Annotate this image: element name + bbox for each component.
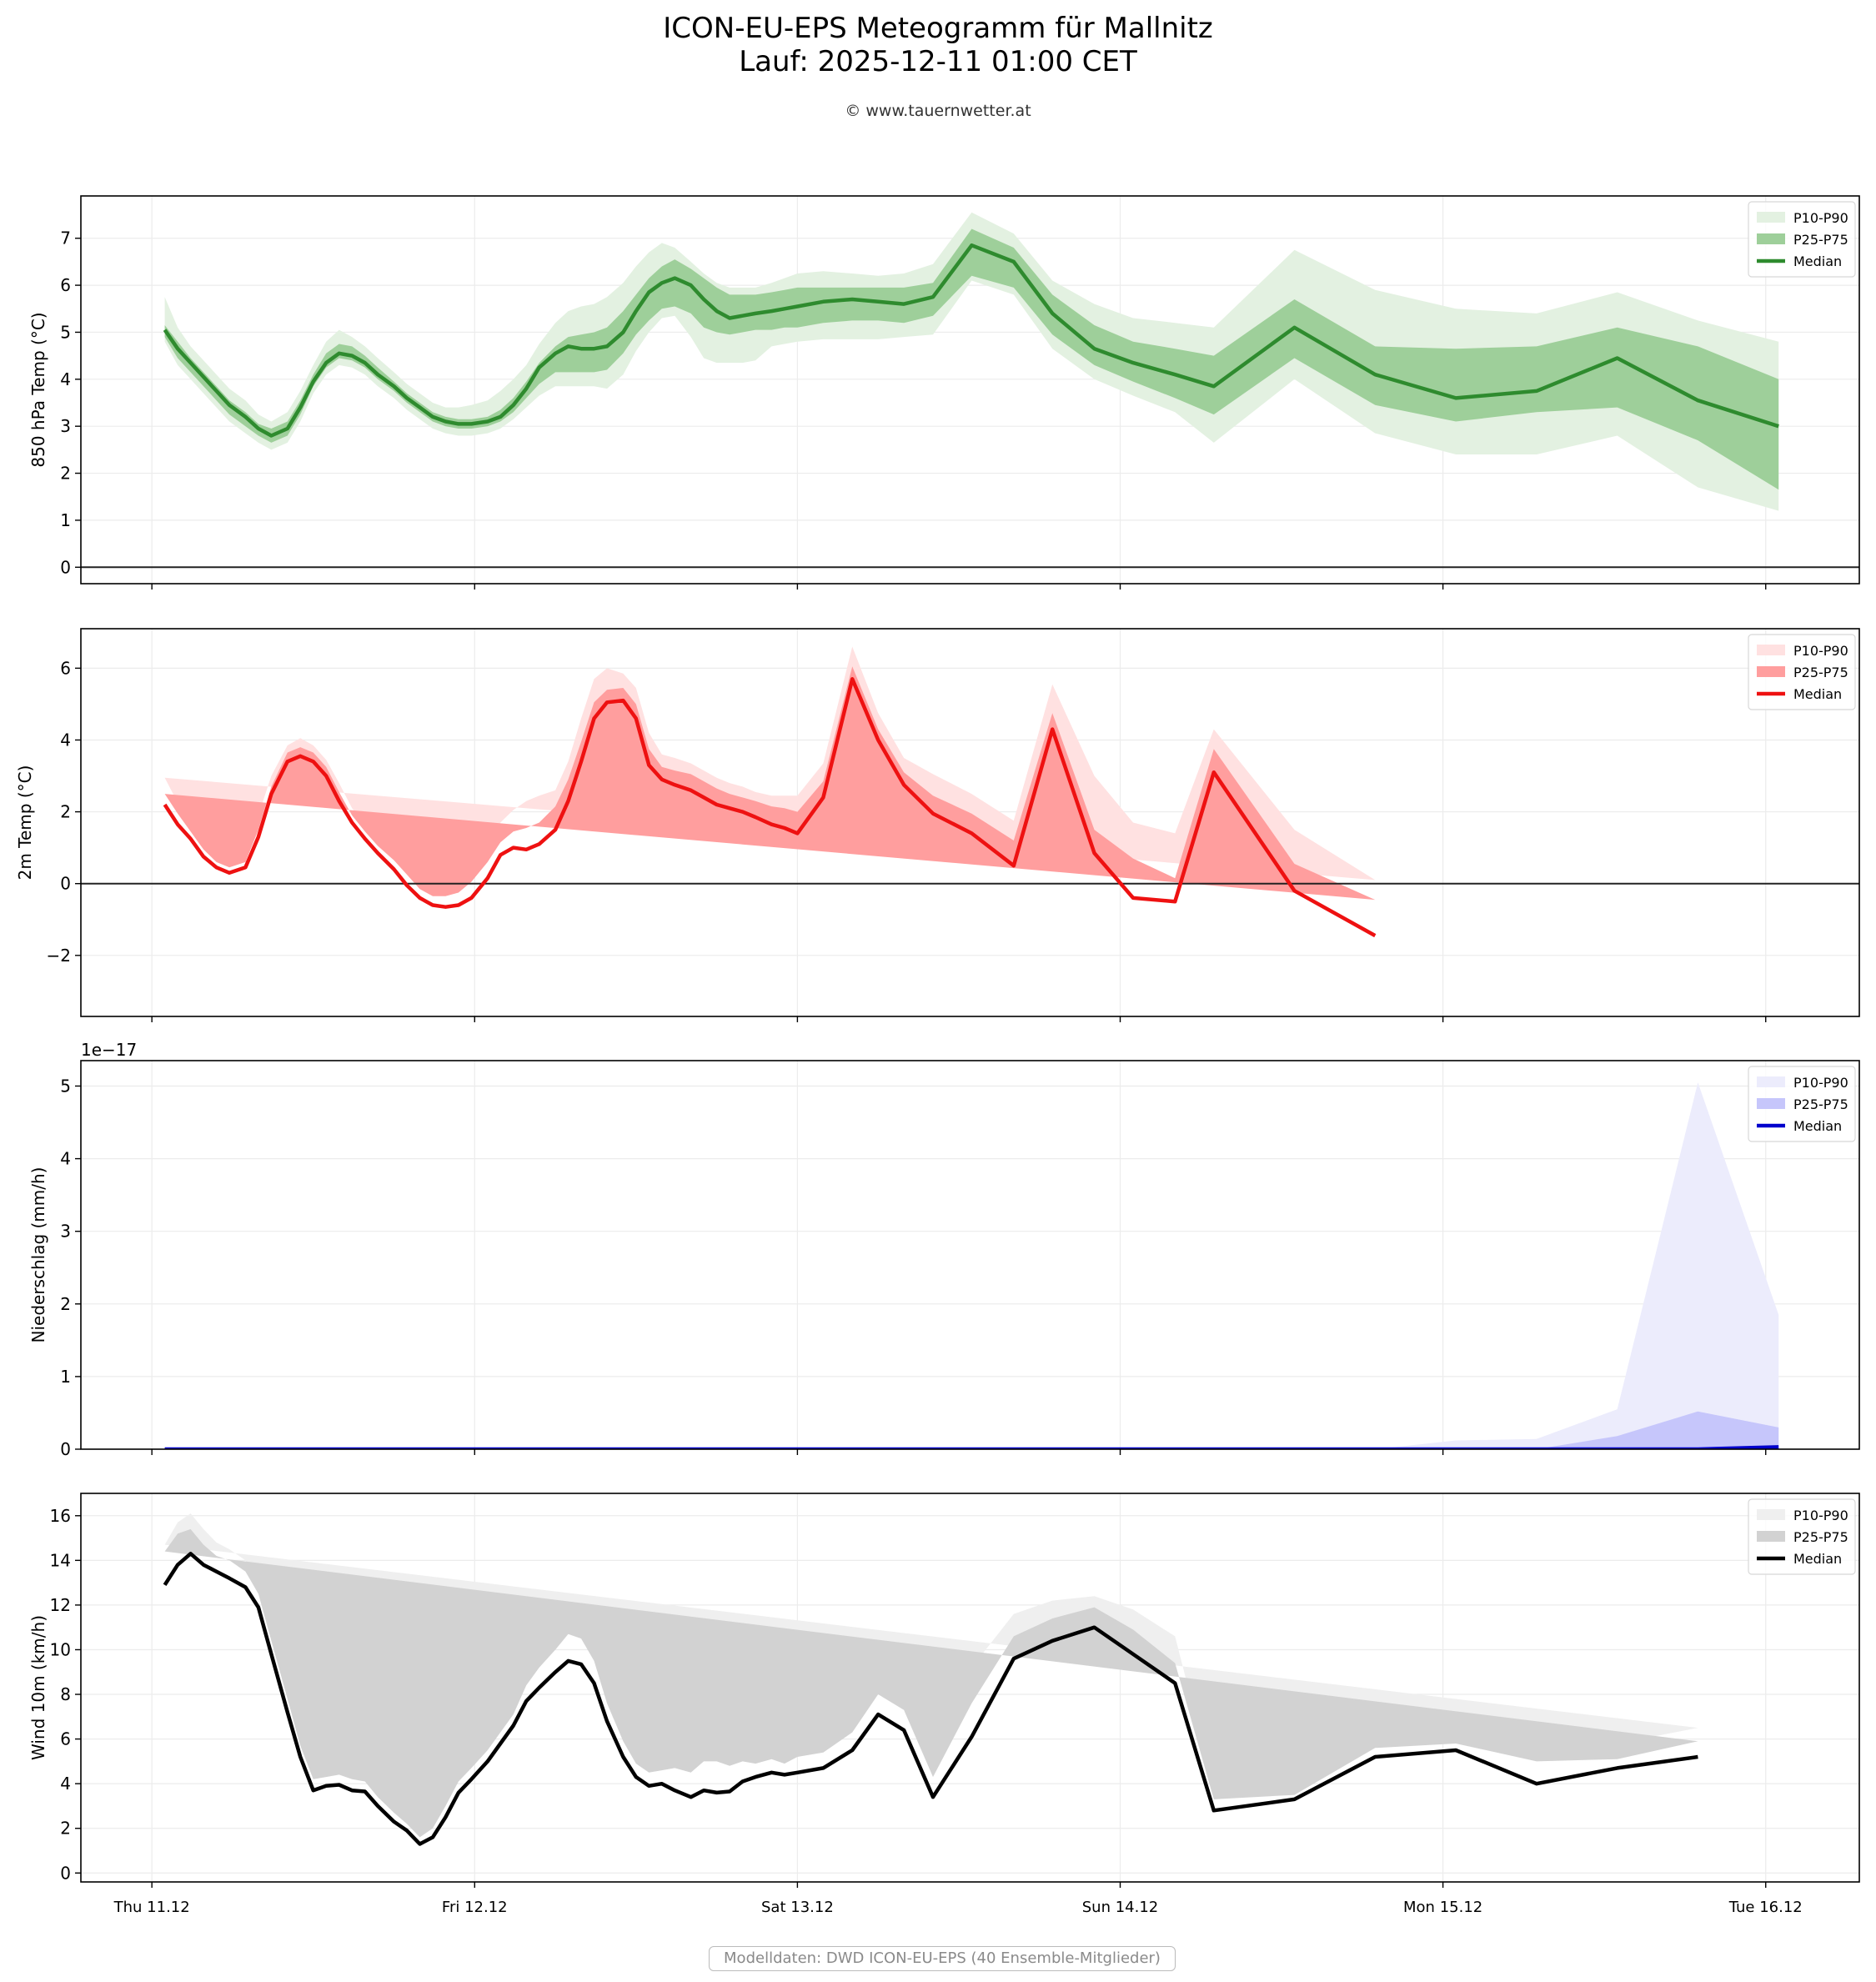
axes-frame <box>80 1493 1860 1883</box>
ytick-label: 4 <box>60 1774 71 1794</box>
legend-label: P10-P90 <box>1793 1075 1848 1091</box>
legend-label: P10-P90 <box>1793 1508 1848 1523</box>
axes-frame <box>80 628 1860 1017</box>
legend-swatch <box>1757 1531 1785 1542</box>
ytick-label: 1 <box>60 510 71 530</box>
panel-wind: 0 2 4 6 8 10 12 14 16 Wind 10m (km/h) P10-P90 P25-P… <box>28 1493 1860 1916</box>
grid-precip <box>81 1061 1859 1450</box>
median-line <box>163 1552 1698 1846</box>
xtick-label: Mon 15.12 <box>1403 1899 1482 1916</box>
ytick-label: 16 <box>50 1506 71 1526</box>
ytick-label: 0 <box>60 1863 71 1883</box>
ytick-label: 4 <box>60 369 71 389</box>
ytick-label: 6 <box>60 275 71 295</box>
legend-label: Median <box>1793 253 1842 269</box>
legend-label: Median <box>1793 686 1842 702</box>
legend-label: P25-P75 <box>1793 232 1848 248</box>
legend-precip: P10-P90 P25-P75 Median <box>1748 1066 1856 1142</box>
ytick-label: −2 <box>47 946 71 966</box>
xtick-label: Sat 13.12 <box>761 1899 834 1916</box>
ytick-label: 0 <box>60 1439 71 1459</box>
xtick-label: Thu 11.12 <box>113 1899 190 1916</box>
ytick-label: 4 <box>60 730 71 750</box>
ytick-label: 10 <box>50 1639 71 1659</box>
legend-t850: P10-P90 P25-P75 Median <box>1748 201 1856 278</box>
legend-label: P25-P75 <box>1793 665 1848 680</box>
y-axis-label: Wind 10m (km/h) <box>28 1615 48 1760</box>
series-t2m <box>81 646 1859 938</box>
legend-label: P25-P75 <box>1793 1096 1848 1112</box>
legend-swatch <box>1757 233 1785 244</box>
ytick-label: 0 <box>60 557 71 577</box>
ytick-label: 3 <box>60 1222 71 1242</box>
scale-label: 1e−17 <box>81 1040 137 1060</box>
title-line-2: Lauf: 2025-12-11 01:00 CET <box>739 45 1137 78</box>
axes-frame <box>80 1060 1860 1450</box>
band-p25-p75 <box>164 1528 1698 1838</box>
ytick-label: 6 <box>60 658 71 678</box>
ytick-label: 5 <box>60 1076 71 1096</box>
panel-t2m: −2 0 2 4 6 2m Temp (°C) P10-P90 P25-P75 Median <box>15 628 1860 1022</box>
panel-t850: 0 1 2 3 4 5 6 7 850 hPa Temp (°C) P10-P90 P25-P75 M… <box>28 195 1860 590</box>
ytick-label: 2 <box>60 1819 71 1839</box>
panel-precip: 0 1 2 3 4 5 Niederschlag (mm/h) 1e−17 P10-P90 P25… <box>28 1040 1860 1459</box>
median-line <box>163 243 1779 438</box>
copyright-text: © www.tauernwetter.at <box>845 102 1031 120</box>
legend-wind: P10-P90 P25-P75 Median <box>1748 1498 1856 1575</box>
xtick-label: Tue 16.12 <box>1728 1899 1803 1916</box>
ytick-label: 6 <box>60 1729 71 1749</box>
ytick-label: 2 <box>60 1294 71 1314</box>
band-p10-p90 <box>164 1082 1779 1449</box>
band-p25-p75 <box>164 228 1779 490</box>
legend-swatch <box>1757 645 1785 655</box>
ytick-label: 5 <box>60 322 71 342</box>
ytick-label: 3 <box>60 416 71 436</box>
ytick-label: 14 <box>50 1550 71 1570</box>
median-line <box>163 677 1377 938</box>
ytick-label: 7 <box>60 228 71 248</box>
legend-label: Median <box>1793 1118 1842 1134</box>
title-line-1: ICON-EU-EPS Meteogramm für Mallnitz <box>663 12 1213 45</box>
band-p25-p75 <box>164 1411 1779 1449</box>
y-axis-label: Niederschlag (mm/h) <box>28 1167 48 1343</box>
ytick-label: 1 <box>60 1367 71 1387</box>
xtick-label: Fri 12.12 <box>442 1899 508 1916</box>
figure-title: ICON-EU-EPS Meteogramm für Mallnitz Lauf… <box>0 12 1876 78</box>
series-precip <box>164 1082 1779 1449</box>
ytick-label: 2 <box>60 464 71 484</box>
legend-t2m: P10-P90 P25-P75 Median <box>1748 634 1856 710</box>
ytick-label: 8 <box>60 1684 71 1704</box>
axes-frame <box>80 195 1860 585</box>
legend-swatch <box>1757 1098 1785 1109</box>
ytick-label: 2 <box>60 802 71 822</box>
legend-swatch <box>1757 212 1785 223</box>
legend-label: P10-P90 <box>1793 643 1848 659</box>
legend-label: Median <box>1793 1551 1842 1567</box>
series-t850 <box>81 212 1859 569</box>
legend-label: P10-P90 <box>1793 210 1848 226</box>
legend-swatch <box>1757 1076 1785 1087</box>
legend-swatch <box>1757 666 1785 677</box>
series-wind <box>163 1513 1698 1846</box>
ytick-label: 12 <box>50 1595 71 1615</box>
ytick-label: 0 <box>60 874 71 894</box>
y-axis-label: 850 hPa Temp (°C) <box>28 312 48 467</box>
band-p25-p75 <box>164 666 1376 901</box>
model-source-footer: Modelldaten: DWD ICON-EU-EPS (40 Ensembl… <box>709 1946 1176 1971</box>
legend-swatch <box>1757 1509 1785 1520</box>
ytick-label: 4 <box>60 1149 71 1169</box>
y-axis-label: 2m Temp (°C) <box>15 765 35 881</box>
xtick-label: Sun 14.12 <box>1082 1899 1159 1916</box>
legend-label: P25-P75 <box>1793 1529 1848 1545</box>
